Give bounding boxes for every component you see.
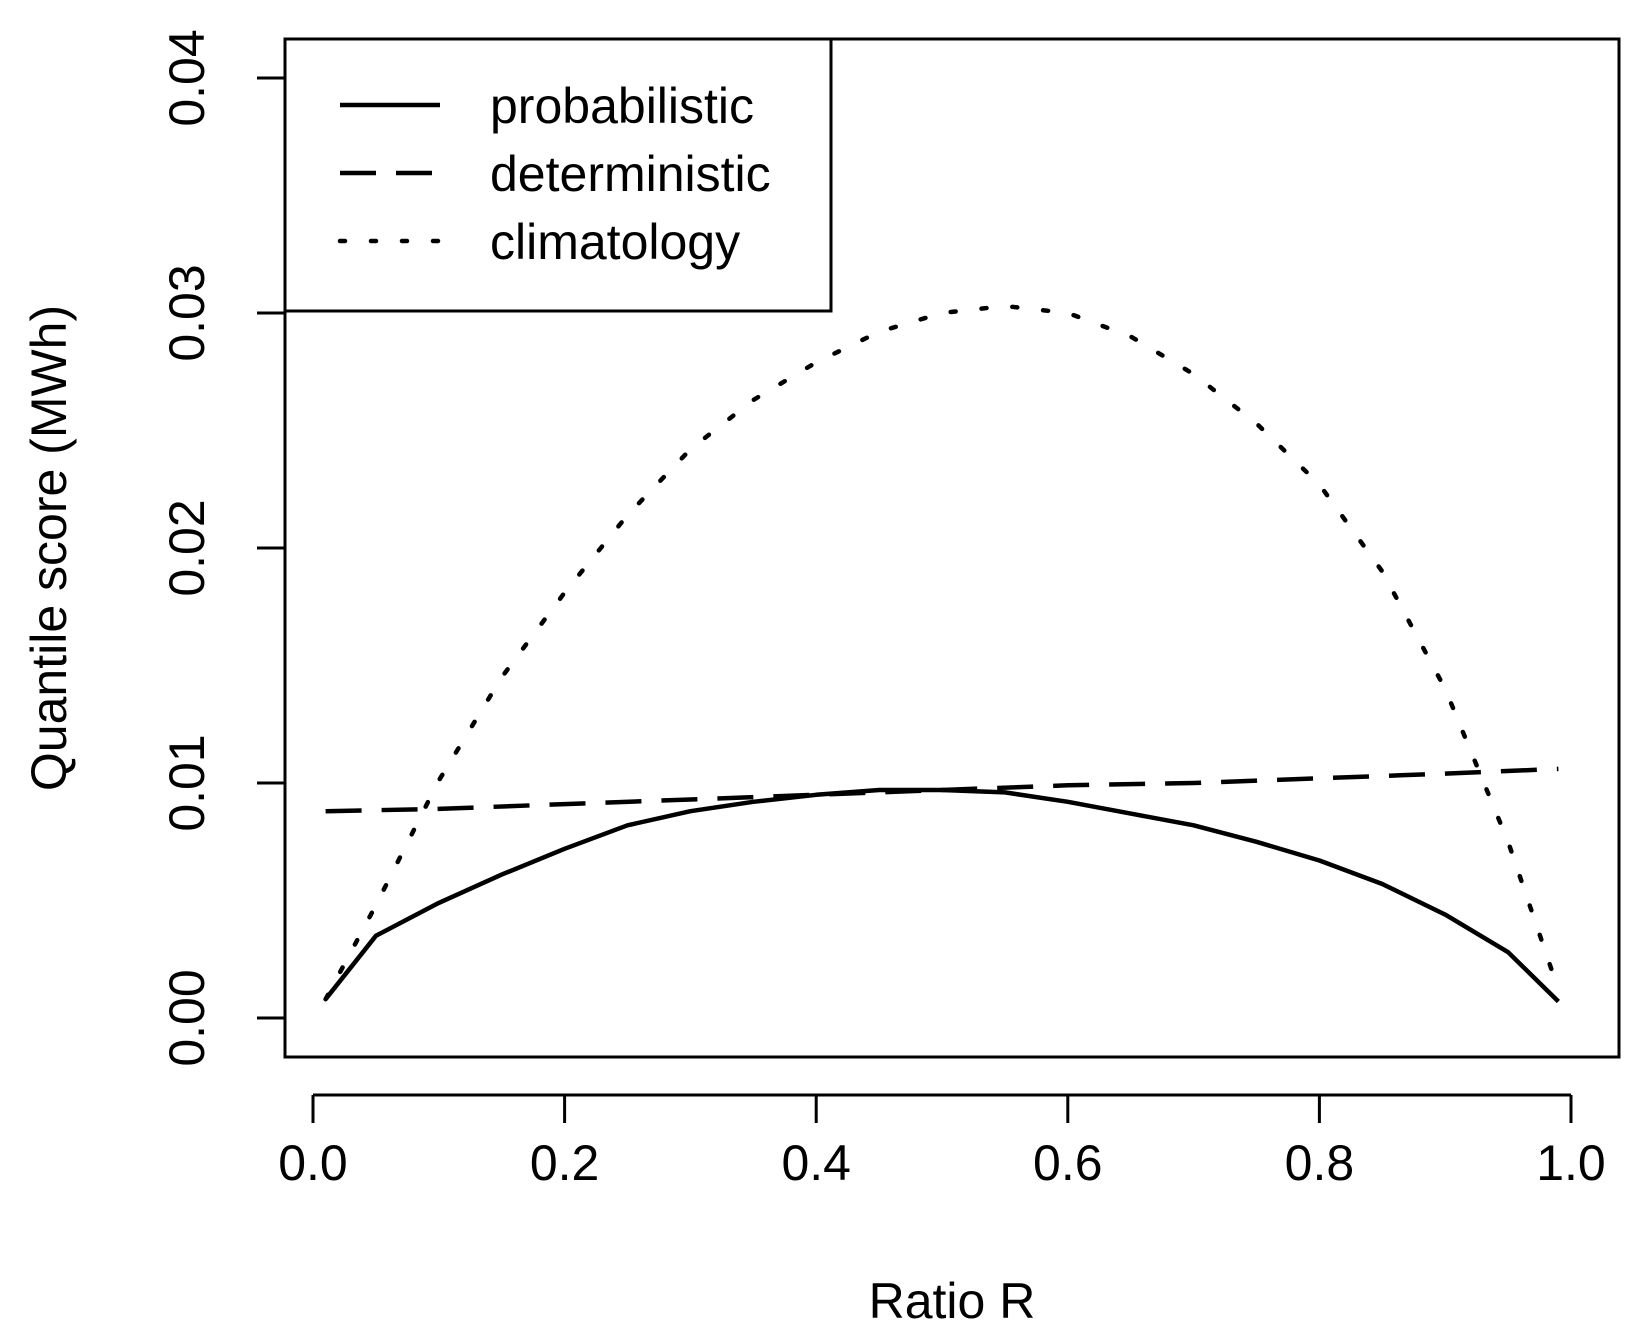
- series-line-climatology: [323, 303, 1561, 1002]
- x-tick-label: 0.2: [530, 1135, 600, 1191]
- y-axis-title: Quantile score (MWh): [21, 305, 77, 791]
- y-tick-label: 0.04: [159, 29, 215, 126]
- series-deterministic: [325, 766, 1559, 814]
- x-tick-label: 0.6: [1033, 1135, 1103, 1191]
- y-axis: 0.00 0.01 0.02 0.03 0.04: [159, 29, 287, 1067]
- x-axis-title: Ratio R: [869, 1273, 1036, 1329]
- series-climatology: [323, 303, 1561, 1002]
- y-tick-label: 0.02: [159, 499, 215, 596]
- x-tick-label: 0.4: [781, 1135, 851, 1191]
- x-axis: 0.0 0.2 0.4 0.6 0.8 1.0: [278, 1093, 1606, 1191]
- x-tick-label: 1.0: [1536, 1135, 1606, 1191]
- legend-label-deterministic: deterministic: [490, 146, 771, 202]
- y-tick-label: 0.01: [159, 734, 215, 831]
- x-tick-label: 0.0: [278, 1135, 348, 1191]
- x-tick-label: 0.8: [1285, 1135, 1355, 1191]
- series-line-deterministic: [325, 766, 1559, 814]
- legend: probabilistic deterministic climatology: [283, 37, 833, 313]
- series-layer: [323, 303, 1561, 1004]
- y-tick-label: 0.03: [159, 264, 215, 361]
- legend-label-probabilistic: probabilistic: [490, 78, 754, 134]
- legend-label-climatology: climatology: [490, 214, 740, 270]
- y-tick-label: 0.00: [159, 969, 215, 1066]
